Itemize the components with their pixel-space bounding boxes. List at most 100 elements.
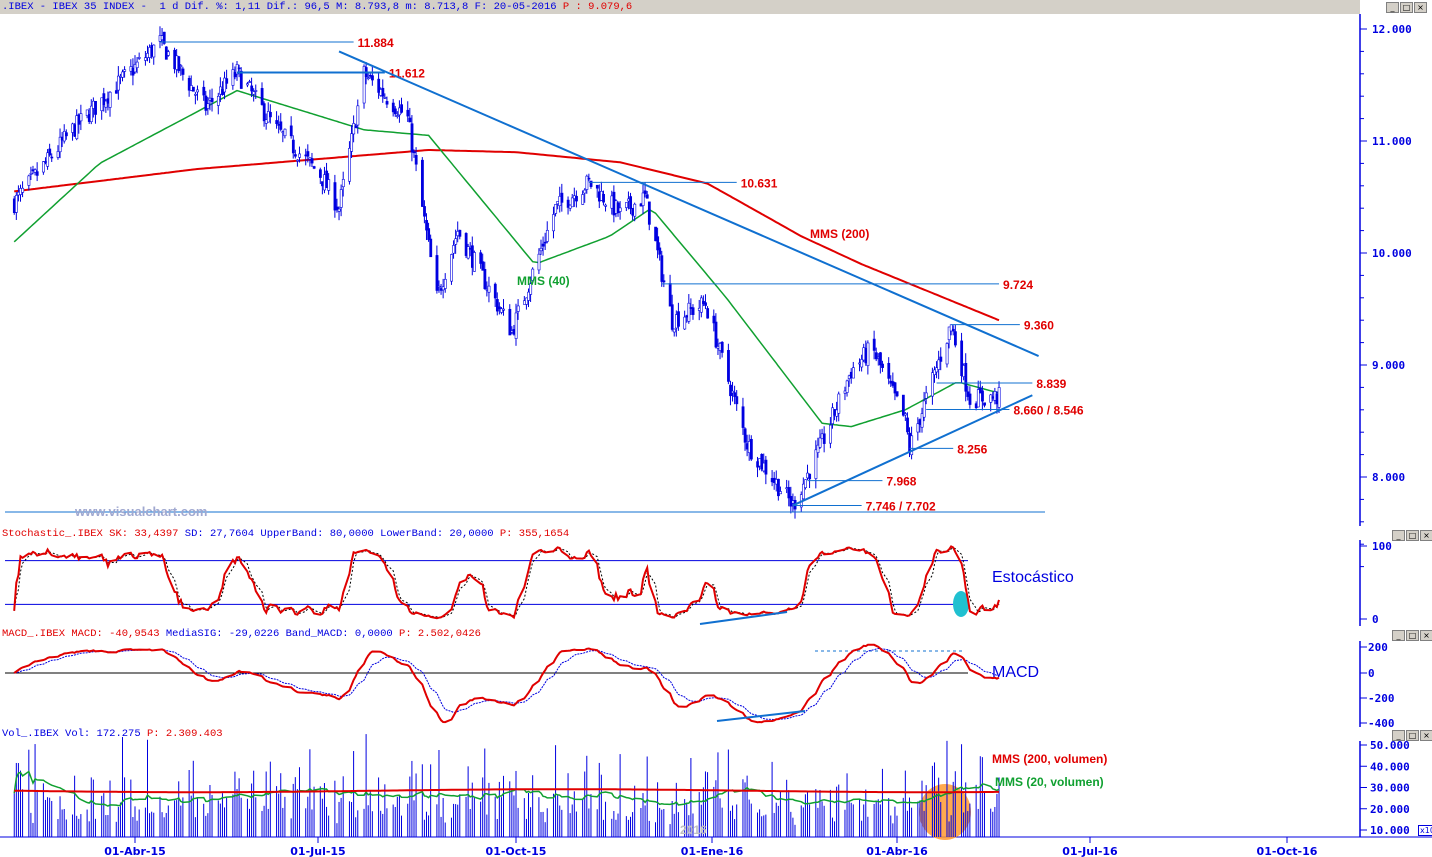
candle-body xyxy=(493,283,497,299)
macd-divergence-line xyxy=(716,710,806,722)
y-tick-label: 12.000 xyxy=(1372,23,1412,36)
candle-body xyxy=(408,117,412,123)
candle-body xyxy=(291,139,295,154)
candle-body xyxy=(529,283,533,295)
y-tick-label: 40.000 xyxy=(1370,760,1410,773)
candle-body xyxy=(954,331,957,346)
candle-body xyxy=(545,230,549,242)
minimize-icon[interactable]: _ xyxy=(1392,530,1405,541)
candle-body xyxy=(502,308,506,311)
candle-body xyxy=(354,125,358,129)
candle-body xyxy=(225,78,229,84)
candle-body xyxy=(602,193,605,203)
candle-body xyxy=(527,291,530,301)
candle-body xyxy=(516,305,520,312)
y-tick-label: 0 xyxy=(1368,667,1375,680)
candle-body xyxy=(537,253,541,271)
candle-body xyxy=(575,195,578,202)
candle-body xyxy=(560,192,564,203)
candle-body xyxy=(206,103,210,109)
candle-body xyxy=(500,308,503,313)
p-value: P : 9.079,6 xyxy=(562,1,633,13)
candle-body xyxy=(108,91,112,108)
candle-body xyxy=(450,254,453,282)
candle-body xyxy=(904,413,907,416)
candle-body xyxy=(356,105,360,126)
x-tick-label: 01-Ene-16 xyxy=(681,845,744,857)
minimize-icon[interactable]: _ xyxy=(1392,630,1405,641)
candle-body xyxy=(960,340,964,377)
candle-body xyxy=(350,133,354,152)
mms200vol-label: MMS (200, volumen) xyxy=(992,752,1108,766)
candle-body xyxy=(58,136,62,153)
candle-body xyxy=(643,190,647,194)
candle-body xyxy=(310,158,314,164)
candle-body xyxy=(668,283,672,307)
x-tick-label: 01-Jul-15 xyxy=(290,845,345,857)
candle-body xyxy=(196,89,199,93)
vol-header: Vol_.IBEX Vol: 172.275 P: 2.309.403 xyxy=(2,728,223,740)
minimize-icon[interactable]: _ xyxy=(1386,2,1399,13)
candle-body xyxy=(85,109,89,116)
candle-body xyxy=(587,177,591,180)
candle-body xyxy=(246,83,249,86)
candle-body xyxy=(498,306,501,310)
price-window-controls: _ □ × xyxy=(1386,2,1427,13)
candle-body xyxy=(700,297,703,313)
maximize-icon[interactable]: □ xyxy=(1406,530,1419,541)
y-tick-label: 30.000 xyxy=(1370,782,1410,795)
candle-body xyxy=(618,207,622,212)
candle-body xyxy=(647,201,651,225)
maximize-icon[interactable]: □ xyxy=(1406,630,1419,641)
close-icon[interactable]: × xyxy=(1414,2,1427,13)
x10-label: x10 xyxy=(1418,825,1432,836)
y-tick-label: 50.000 xyxy=(1370,739,1410,752)
trendline xyxy=(338,50,1039,357)
candle-body xyxy=(566,199,570,208)
level-label: 10.631 xyxy=(741,176,778,190)
candle-body xyxy=(29,172,33,175)
candle-body xyxy=(33,169,37,173)
macd-line xyxy=(13,643,1000,724)
watermark: www.visualchart.com xyxy=(75,504,208,519)
y-tick-label: -200 xyxy=(1368,692,1395,705)
x-tick-label: 01-Oct-15 xyxy=(486,845,547,857)
y-tick-label: -400 xyxy=(1368,717,1395,730)
candle-body xyxy=(254,90,258,92)
minimize-icon[interactable]: _ xyxy=(1392,730,1405,741)
candle-body xyxy=(879,352,882,366)
candle-body xyxy=(733,392,737,397)
candle-body xyxy=(216,95,220,106)
candle-body xyxy=(495,299,499,312)
macd-signal: MediaSIG: -29,0226 xyxy=(165,628,280,640)
candle-body xyxy=(672,328,676,333)
candle-body xyxy=(35,171,39,176)
candle-body xyxy=(366,77,370,80)
candle-body xyxy=(237,67,241,70)
close-icon[interactable]: × xyxy=(1420,730,1432,741)
candle-body xyxy=(137,57,141,59)
candle-body xyxy=(27,175,31,186)
candle-body xyxy=(62,131,66,142)
candle-body xyxy=(720,341,724,353)
level-label: 9.360 xyxy=(1024,319,1054,333)
candle-body xyxy=(625,202,628,208)
candle-body xyxy=(743,428,747,443)
x-tick-label: 01-Abr-15 xyxy=(104,845,166,857)
candle-body xyxy=(514,312,518,339)
candle-body xyxy=(951,328,955,332)
candle-body xyxy=(181,68,185,75)
candle-body xyxy=(21,187,25,193)
candle-body xyxy=(585,175,589,190)
close-icon[interactable]: × xyxy=(1420,630,1432,641)
candle-body xyxy=(289,125,293,137)
candle-body xyxy=(56,151,60,158)
candle-body xyxy=(731,390,735,394)
candle-body xyxy=(464,233,468,256)
candle-body xyxy=(808,473,812,480)
candle-body xyxy=(279,121,283,130)
maximize-icon[interactable]: □ xyxy=(1406,730,1419,741)
close-icon[interactable]: × xyxy=(1420,530,1432,541)
maximize-icon[interactable]: □ xyxy=(1400,2,1413,13)
